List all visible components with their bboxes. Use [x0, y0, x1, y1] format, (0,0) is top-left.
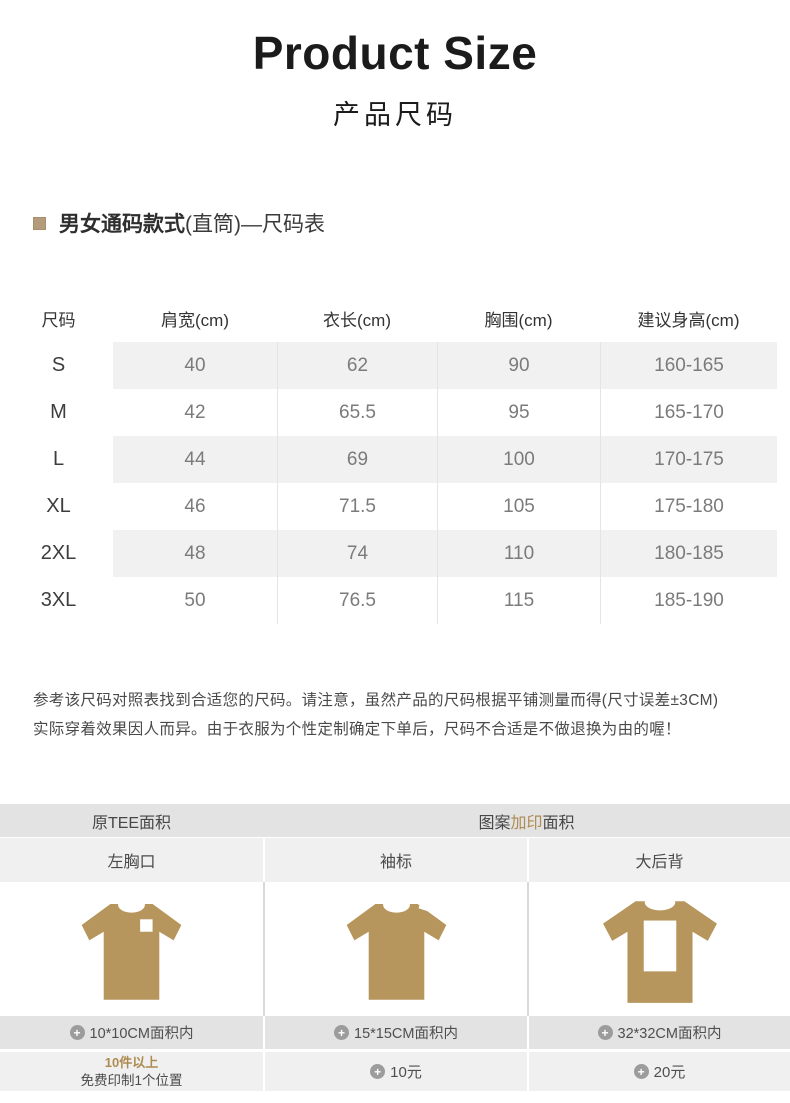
plus-icon: + — [370, 1064, 386, 1079]
header-text-post: 面积 — [542, 814, 575, 832]
length-value: 76.5 — [277, 577, 437, 624]
table-row: L 44 69 100 170-175 — [20, 436, 777, 483]
plus-icon: + — [597, 1025, 613, 1040]
shoulder-value: 46 — [184, 495, 206, 517]
print-header-row: 原TEE面积 图案 加印 面积 — [0, 804, 790, 837]
page-title: Product Size — [252, 27, 538, 79]
height-value: 160-165 — [600, 342, 777, 389]
size-table: 尺码 肩宽(cm) 衣长(cm) 胸围(cm) 建议身高(cm) S 40 62… — [20, 294, 777, 624]
plus-icon: + — [633, 1064, 649, 1079]
column-header-size: 尺码 — [41, 310, 76, 330]
chest-value: 115 — [437, 577, 600, 624]
section-title-bold: 男女通码款式 — [59, 213, 185, 236]
tshirt-sleeve-icon — [346, 893, 446, 1000]
chest-value: 105 — [437, 483, 600, 530]
location-left-chest: 左胸口 — [107, 854, 156, 871]
length-value: 71.5 — [277, 483, 437, 530]
area-size-left-chest: 10*10CM面积内 — [89, 1026, 194, 1042]
sizing-note-line1: 参考该尺码对照表找到合适您的尺码。请注意，虽然产品的尺码根据平铺测量而得(尺寸误… — [33, 692, 719, 709]
length-value: 65.5 — [277, 389, 437, 436]
height-value: 170-175 — [600, 436, 777, 483]
size-label: XL — [46, 495, 71, 517]
section-title-rest: (直筒)—尺码表 — [185, 213, 325, 236]
size-label: 3XL — [40, 589, 77, 611]
column-header-shoulder: 肩宽(cm) — [161, 310, 229, 330]
size-label: L — [52, 448, 65, 470]
height-value: 185-190 — [600, 577, 777, 624]
size-chart-section-header: 男女通码款式 (直筒)—尺码表 — [33, 208, 790, 238]
shoulder-value: 42 — [184, 401, 206, 423]
plus-icon: + — [69, 1025, 85, 1040]
size-label: M — [50, 401, 67, 423]
shoulder-value: 40 — [184, 354, 206, 376]
height-value: 175-180 — [600, 483, 777, 530]
tshirt-back-icon — [602, 894, 717, 1003]
print-area-size-row: + 10*10CM面积内 + 15*15CM面积内 + 32*32CM面积内 — [0, 1016, 790, 1049]
print-price-row: 10件以上 免费印制1个位置 + 10元 + 20元 — [0, 1052, 790, 1091]
area-size-sleeve: 15*15CM面积内 — [354, 1026, 458, 1042]
tshirt-illustration-row — [0, 882, 790, 1016]
column-header-chest: 胸围(cm) — [484, 310, 553, 330]
print-add-area-header: 图案 加印 面积 — [263, 804, 790, 837]
table-row: 2XL 48 74 110 180-185 — [20, 530, 777, 577]
chest-value: 95 — [437, 389, 600, 436]
chest-value: 90 — [437, 342, 600, 389]
area-size-back: 32*32CM面积内 — [617, 1026, 722, 1042]
height-value: 165-170 — [600, 389, 777, 436]
length-value: 74 — [277, 530, 437, 577]
page-subtitle: 产品尺码 — [333, 100, 457, 130]
original-tee-area-header: 原TEE面积 — [91, 814, 172, 832]
bullet-square-icon — [33, 216, 46, 230]
chest-value: 100 — [437, 436, 600, 483]
size-label: 2XL — [40, 542, 77, 564]
tshirt-left-chest-icon — [81, 897, 182, 1000]
location-back: 大后背 — [527, 838, 790, 882]
price-sleeve: 10元 — [390, 1064, 422, 1081]
size-table-header-row: 尺码 肩宽(cm) 衣长(cm) 胸围(cm) 建议身高(cm) — [20, 294, 777, 342]
plus-icon: + — [334, 1025, 350, 1040]
chest-value: 110 — [437, 530, 600, 577]
header-text-pre: 图案 — [478, 814, 511, 832]
sizing-note-line2: 实际穿着效果因人而异。由于衣服为个性定制确定下单后，尺码不合适是不做退换为由的喔… — [33, 721, 681, 738]
length-value: 69 — [277, 436, 437, 483]
shoulder-value: 44 — [184, 448, 206, 470]
header-text-highlight: 加印 — [510, 814, 543, 832]
length-value: 62 — [277, 342, 437, 389]
height-value: 180-185 — [600, 530, 777, 577]
table-row: M 42 65.5 95 165-170 — [20, 389, 777, 436]
location-sleeve: 袖标 — [263, 838, 527, 882]
price-back: 20元 — [653, 1064, 686, 1081]
free-quantity-label: 10件以上 — [104, 1054, 159, 1070]
column-header-height: 建议身高(cm) — [637, 310, 740, 330]
free-print-note: 免费印制1个位置 — [80, 1072, 183, 1088]
shoulder-value: 50 — [184, 589, 206, 611]
table-row: 3XL 50 76.5 115 185-190 — [20, 577, 777, 624]
table-row: XL 46 71.5 105 175-180 — [20, 483, 777, 530]
print-location-row: 左胸口 袖标 大后背 — [0, 838, 790, 882]
sizing-note: 参考该尺码对照表找到合适您的尺码。请注意，虽然产品的尺码根据平铺测量而得(尺寸误… — [33, 686, 757, 744]
size-label: S — [51, 354, 66, 376]
print-area-section: 原TEE面积 图案 加印 面积 左胸口 袖标 大后背 — [0, 804, 790, 1091]
column-header-length: 衣长(cm) — [323, 310, 391, 330]
shoulder-value: 48 — [184, 542, 206, 564]
table-row: S 40 62 90 160-165 — [20, 342, 777, 389]
